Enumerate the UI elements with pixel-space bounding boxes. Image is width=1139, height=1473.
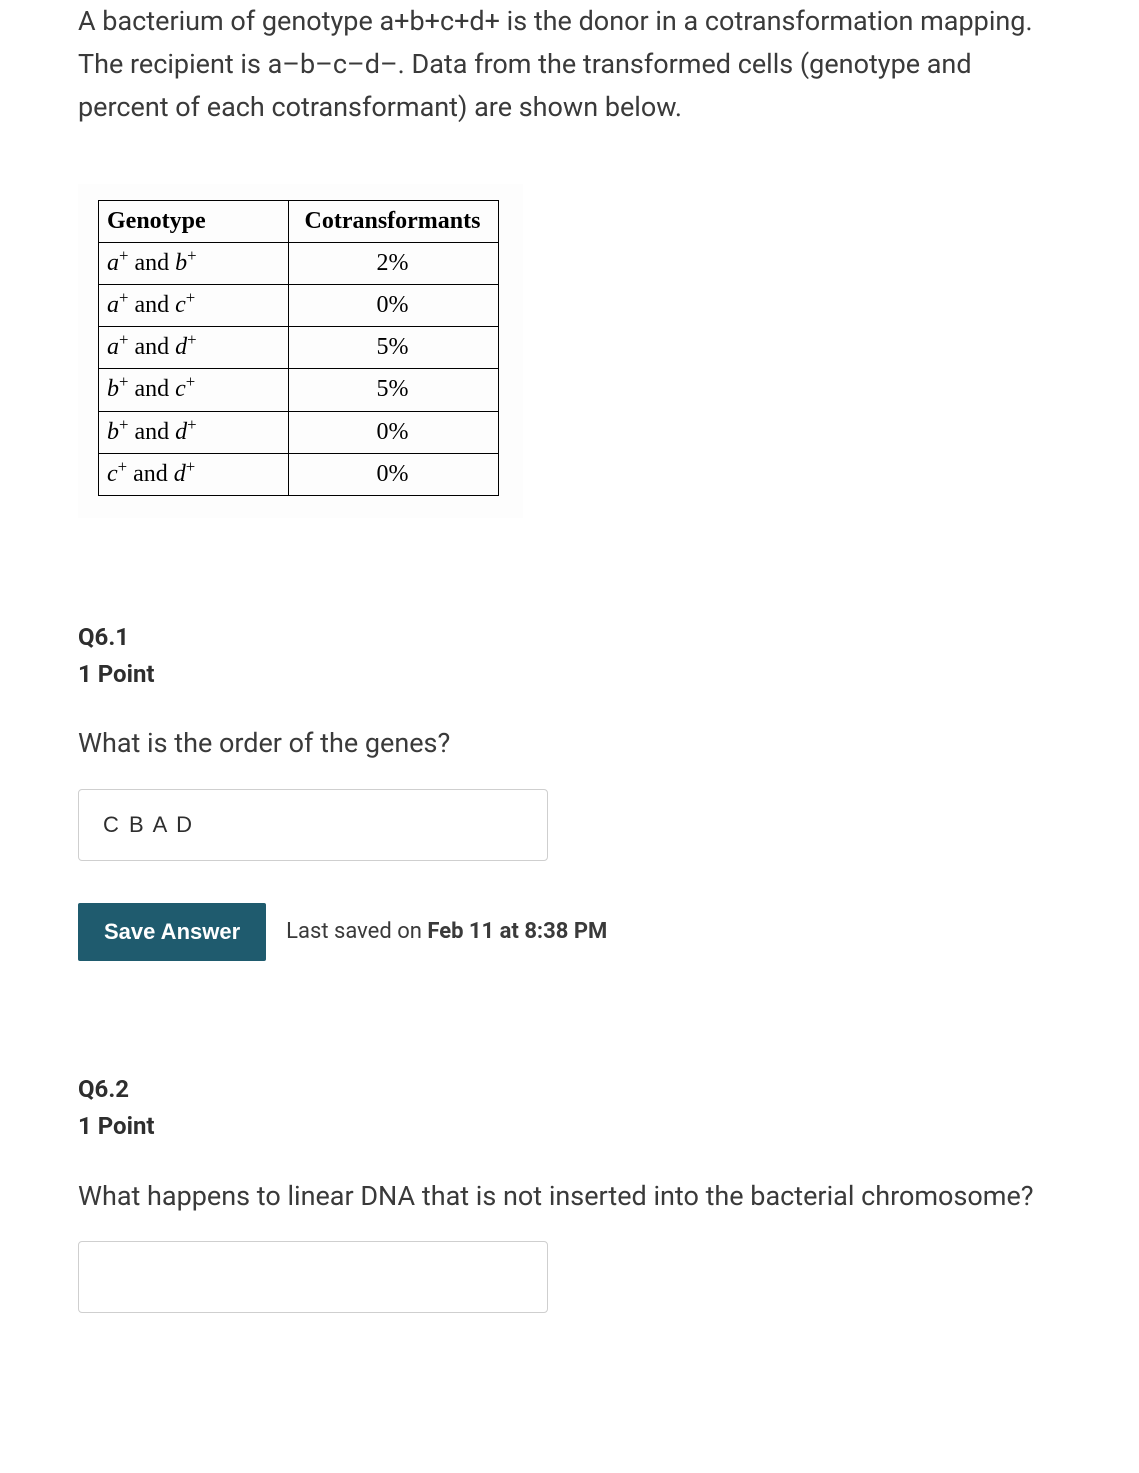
intro-paragraph: A bacterium of genotype a+b+c+d+ is the … xyxy=(78,0,1061,130)
q6-1-label: Q6.1 xyxy=(78,619,1061,656)
cotransformant-table: Genotype Cotransformants a+ and b+2%a+ a… xyxy=(98,200,499,496)
genotype-cell: c+ and d+ xyxy=(99,453,289,495)
table-row: b+ and d+0% xyxy=(99,411,499,453)
last-saved-prefix: Last saved on xyxy=(286,919,427,944)
table-row: a+ and c+0% xyxy=(99,284,499,326)
q6-2-points: 1 Point xyxy=(78,1108,1061,1145)
table-row: c+ and d+0% xyxy=(99,453,499,495)
genotype-cell: b+ and c+ xyxy=(99,369,289,411)
genotype-cell: a+ and b+ xyxy=(99,242,289,284)
genotype-cell: b+ and d+ xyxy=(99,411,289,453)
save-answer-button[interactable]: Save Answer xyxy=(78,903,266,961)
table-row: a+ and d+5% xyxy=(99,327,499,369)
genotype-cell: a+ and c+ xyxy=(99,284,289,326)
page-container: A bacterium of genotype a+b+c+d+ is the … xyxy=(0,0,1139,1473)
table-row: b+ and c+5% xyxy=(99,369,499,411)
q6-2-question-text: What happens to linear DNA that is not i… xyxy=(78,1176,1061,1218)
genotype-cell: a+ and d+ xyxy=(99,327,289,369)
table-frame: Genotype Cotransformants a+ and b+2%a+ a… xyxy=(78,184,523,518)
col-cotransformants-header: Cotransformants xyxy=(289,200,499,242)
table-body: a+ and b+2%a+ and c+0%a+ and d+5%b+ and … xyxy=(99,242,499,495)
table-row: a+ and b+2% xyxy=(99,242,499,284)
table-wrapper: Genotype Cotransformants a+ and b+2%a+ a… xyxy=(78,184,1061,529)
cotransformant-cell: 2% xyxy=(289,242,499,284)
q6-1-answer-input[interactable] xyxy=(78,789,548,861)
cotransformant-cell: 0% xyxy=(289,284,499,326)
cotransformant-cell: 5% xyxy=(289,369,499,411)
q6-1-points: 1 Point xyxy=(78,656,1061,693)
last-saved-timestamp: Feb 11 at 8:38 PM xyxy=(427,919,607,944)
q6-1-save-row: Save Answer Last saved on Feb 11 at 8:38… xyxy=(78,903,1061,961)
cotransformant-cell: 0% xyxy=(289,411,499,453)
q6-2-answer-input[interactable] xyxy=(78,1241,548,1313)
cotransformant-cell: 5% xyxy=(289,327,499,369)
q6-2-label: Q6.2 xyxy=(78,1071,1061,1108)
last-saved-meta: Last saved on Feb 11 at 8:38 PM xyxy=(286,915,607,949)
q6-1-question-text: What is the order of the genes? xyxy=(78,723,1061,765)
table-header-row: Genotype Cotransformants xyxy=(99,200,499,242)
col-genotype-header: Genotype xyxy=(99,200,289,242)
cotransformant-cell: 0% xyxy=(289,453,499,495)
